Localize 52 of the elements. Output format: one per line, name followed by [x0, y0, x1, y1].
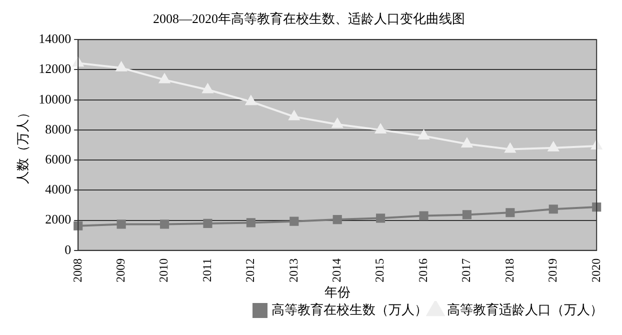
point	[74, 221, 83, 230]
y-tick-label: 14000	[38, 31, 72, 46]
point	[506, 208, 515, 218]
point	[462, 138, 472, 148]
y-axis-title: 人数（万人）	[15, 106, 30, 184]
x-tick-label: 2009	[113, 258, 128, 282]
legend-label: 高等教育适龄人口（万人）	[447, 302, 603, 317]
point	[246, 96, 256, 106]
point	[203, 218, 212, 228]
point	[72, 57, 84, 67]
chart-title: 2008—2020年高等教育在校生数、适龄人口变化曲线图	[153, 11, 465, 26]
x-tick-label: 2012	[243, 258, 258, 282]
point	[375, 124, 386, 134]
x-tick-label: 2015	[372, 258, 387, 282]
point	[592, 202, 602, 212]
x-tick-label: 2014	[330, 258, 344, 282]
point	[548, 204, 558, 214]
point	[246, 218, 256, 228]
y-tick-label: 12000	[38, 61, 72, 76]
x-tick-label: 2011	[200, 258, 214, 282]
y-tick-label: 0	[64, 242, 72, 257]
x-tick-label: 2020	[588, 258, 603, 282]
point	[418, 130, 430, 140]
x-tick-label: 2010	[156, 258, 171, 282]
point	[288, 110, 300, 120]
y-tick-label: 6000	[45, 151, 72, 166]
y-tick-label: 10000	[38, 91, 72, 106]
point	[202, 84, 214, 94]
point	[419, 211, 428, 220]
legend-label: 高等教育在校生数（万人）	[272, 302, 428, 317]
point	[504, 143, 516, 153]
point	[290, 216, 299, 226]
y-tick-label: 2000	[45, 212, 72, 227]
x-tick-label: 2008	[70, 258, 84, 282]
x-tick-label: 2019	[546, 258, 560, 282]
x-axis-title: 年份	[324, 284, 350, 300]
point	[159, 74, 170, 84]
point	[332, 118, 343, 128]
point	[160, 220, 170, 229]
point	[116, 220, 126, 229]
x-tick-label: 2013	[286, 258, 300, 282]
point	[116, 62, 127, 72]
point	[591, 140, 602, 150]
point	[332, 215, 342, 224]
point	[548, 142, 559, 152]
y-tick-label: 4000	[45, 182, 72, 197]
point	[462, 210, 472, 220]
x-tick-label: 2017	[459, 258, 474, 282]
y-tick-label: 8000	[45, 121, 72, 136]
point	[376, 214, 386, 223]
x-tick-label: 2018	[502, 258, 516, 282]
x-tick-label: 2016	[416, 258, 430, 282]
